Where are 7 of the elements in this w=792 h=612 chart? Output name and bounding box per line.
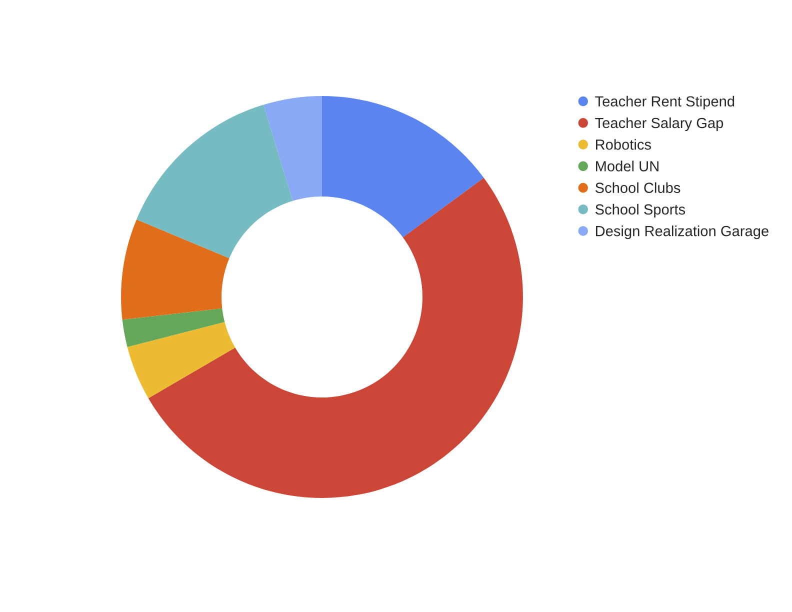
legend-label: School Sports [595, 204, 686, 218]
legend-label: School Clubs [595, 182, 680, 194]
legend-label: Model UN [596, 160, 658, 172]
legend-label: Teacher Salary Gap [595, 117, 724, 132]
legend-label: Robotics [596, 139, 652, 150]
legend-label: Design Realization Garage [596, 226, 768, 240]
legend-label: Teacher Rent Stipend [595, 96, 734, 110]
